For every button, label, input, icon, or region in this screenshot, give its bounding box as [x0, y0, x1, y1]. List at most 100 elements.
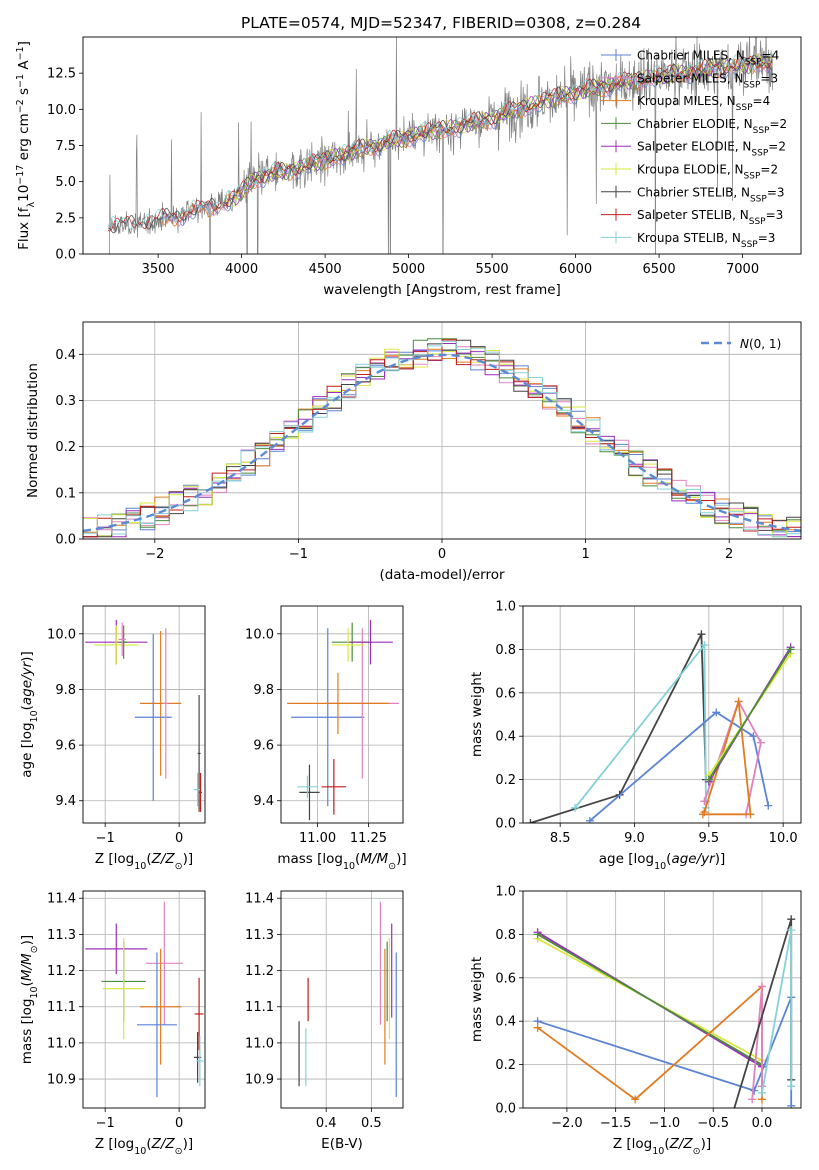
y-tick-label: 0.4 [495, 1015, 516, 1030]
series-marker-chabrier-miles [787, 1101, 796, 1108]
y-axis-label: Normed distribution [25, 363, 41, 498]
residual-histogram-kroupa-stelib [83, 340, 801, 538]
y-tick-label: 9.4 [55, 794, 76, 809]
normal-distribution-curve [82, 353, 802, 533]
y-tick-label: 9.8 [253, 683, 274, 698]
plot-area [526, 630, 795, 823]
x-tick-label: 8.5 [550, 831, 571, 846]
legend-label: Kroupa MILES, NSSP=4 [637, 94, 770, 113]
series-marker-chabrier-miles [712, 708, 721, 717]
series-marker-kroupa-stelib [757, 1088, 766, 1097]
y-tick-label: 5.0 [55, 175, 76, 190]
series-marker-kroupa-miles [631, 1095, 640, 1104]
series-line-chabrier-stelib [733, 918, 793, 1108]
series-marker-chabrier-elodie [533, 930, 542, 939]
series-marker-salpeter-miles [748, 1095, 757, 1104]
model-spectrum-chabrier-stelib [107, 54, 773, 234]
x-tick-label: 2 [725, 547, 733, 562]
series-marker-kroupa-miles [698, 810, 707, 819]
y-tick-label: 11.3 [245, 928, 274, 943]
axes-frame [82, 890, 206, 1109]
y-tick-label: 9.6 [253, 739, 274, 754]
x-tick-label: 0.4 [316, 1116, 337, 1131]
series-line-kroupa-stelib [761, 929, 793, 1093]
x-tick-label: −1 [96, 1116, 115, 1131]
series-marker-chabrier-elodie [786, 645, 795, 654]
residuals-panel: −2 −1 0 1 2 0.0 0.1 0.2 0.3 0.4 (data-model)/error… [25, 321, 802, 583]
y-tick-label: 10.0 [47, 627, 76, 642]
model-spectrum-kroupa-stelib [107, 52, 772, 230]
x-tick-label: 10.0 [769, 831, 798, 846]
x-tick-label: 0 [175, 831, 183, 846]
series-line-chabrier-elodie [708, 648, 792, 781]
legend-label: Salpeter ELODIE, NSSP=2 [637, 140, 786, 159]
legend-label: Kroupa ELODIE, NSSP=2 [637, 163, 778, 182]
series-line-kroupa-stelib [574, 642, 707, 809]
y-tick-label: 0.8 [495, 643, 516, 658]
model-spectrum-chabrier-miles [161, 59, 773, 226]
x-tick-label: −1 [289, 547, 308, 562]
x-tick-label: 11.25 [350, 831, 387, 846]
y-tick-label: 0.6 [495, 971, 516, 986]
y-tick-label: 11.4 [245, 892, 274, 907]
massweight-vs-age-panel: 8.5 9.0 9.5 10.0 0.0 0.2 0.4 0.6 0.8 1.0 age [log1… [469, 600, 802, 872]
y-tick-label: 10.9 [47, 1073, 76, 1088]
y-tick-label: 10.0 [245, 627, 274, 642]
mass-vs-ebv-panel: 0.4 0.5 10.9 11.0 11.1 11.2 11.3 11.4 E(B-V) [245, 890, 404, 1152]
massweight-vs-metallicity-panel: −2.0 −1.5 −1.0 −0.5 0.0 0.0 0.2 0.4 0.6 0.8 1.0 Z [… [469, 885, 802, 1157]
y-tick-label: 11.0 [47, 1036, 76, 1051]
y-tick-label: 9.8 [55, 683, 76, 698]
y-axis-label: age [log10(age/yr)] [19, 651, 40, 777]
axes-frame [280, 605, 404, 824]
x-tick-label: −1.0 [649, 1116, 681, 1131]
series-marker-kroupa-miles [533, 1023, 542, 1032]
y-tick-label: 0.4 [495, 730, 516, 745]
axes-frame [280, 890, 404, 1109]
y-tick-label: 1.0 [495, 600, 516, 615]
y-tick-label: 11.1 [47, 1000, 76, 1015]
y-axis-label: mass weight [469, 672, 485, 757]
model-spectrum-salpeter-stelib [107, 55, 773, 232]
x-tick-label: 3500 [142, 262, 175, 277]
series-marker-kroupa-stelib [787, 926, 796, 935]
series-marker-chabrier-stelib [697, 630, 706, 639]
legend-label: Chabrier ELODIE, NSSP=2 [637, 117, 787, 136]
age-vs-metallicity-panel: −1 0 9.4 9.6 9.8 10.0 Z [log10(Z/Z⊙)] age [log1… [19, 605, 206, 872]
x-tick-label: 6500 [643, 262, 676, 277]
legend-label: Kroupa STELIB, NSSP=3 [637, 231, 775, 250]
y-tick-label: 11.1 [245, 1000, 274, 1015]
legend-label: Salpeter MILES, NSSP=3 [637, 71, 778, 90]
y-tick-label: 9.4 [253, 794, 274, 809]
x-tick-label: 5500 [476, 262, 509, 277]
series-line-chabrier-miles [589, 711, 770, 822]
x-tick-label: 4500 [309, 262, 342, 277]
x-axis-label: E(B-V) [321, 1136, 363, 1152]
x-axis-label: (data-model)/error [379, 567, 505, 583]
x-axis-label: age [log10(age/yr)] [599, 851, 725, 872]
spectrum-panel: 3500 4000 4500 5000 5500 6000 6500 7000 0.0 2.5 5.… [15, 36, 802, 298]
x-axis-label: mass [log10(M/M⊙)] [277, 851, 406, 872]
y-axis-label: mass [log10(M/M⊙)] [19, 935, 40, 1064]
y-tick-label: 0.0 [495, 1102, 516, 1117]
y-tick-label: 11.0 [245, 1036, 274, 1051]
y-tick-label: 2.5 [55, 211, 76, 226]
y-tick-label: 0.2 [495, 1058, 516, 1073]
legend-label: Chabrier STELIB, NSSP=3 [637, 185, 785, 204]
x-tick-label: 0 [175, 1116, 183, 1131]
x-tick-label: 9.0 [624, 831, 645, 846]
y-tick-label: 9.6 [55, 739, 76, 754]
x-tick-label: 4000 [225, 262, 258, 277]
series-marker-chabrier-miles [764, 801, 773, 810]
series-marker-chabrier-miles [749, 732, 758, 741]
y-tick-label: 11.3 [47, 928, 76, 943]
series-marker-salpeter-miles [757, 982, 766, 991]
series-marker-salpeter-miles [756, 738, 765, 747]
x-axis-label: Z [log10(Z/Z⊙)] [613, 1136, 711, 1157]
series-marker-chabrier-elodie [704, 775, 713, 784]
y-tick-label: 0.4 [55, 348, 76, 363]
y-tick-label: 0.0 [55, 533, 76, 548]
x-tick-label: 1 [581, 547, 589, 562]
x-tick-label: 0.5 [361, 1116, 382, 1131]
series-marker-kroupa-stelib [700, 641, 709, 650]
y-tick-label: 10.0 [47, 103, 76, 118]
